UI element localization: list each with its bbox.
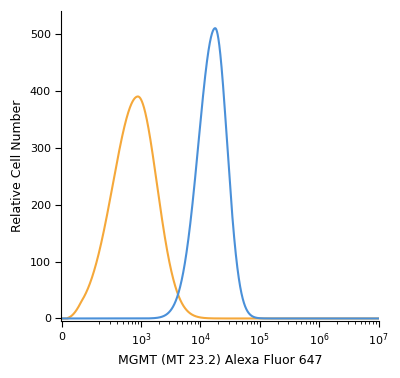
- Y-axis label: Relative Cell Number: Relative Cell Number: [11, 100, 24, 232]
- X-axis label: MGMT (MT 23.2) Alexa Fluor 647: MGMT (MT 23.2) Alexa Fluor 647: [118, 354, 322, 367]
